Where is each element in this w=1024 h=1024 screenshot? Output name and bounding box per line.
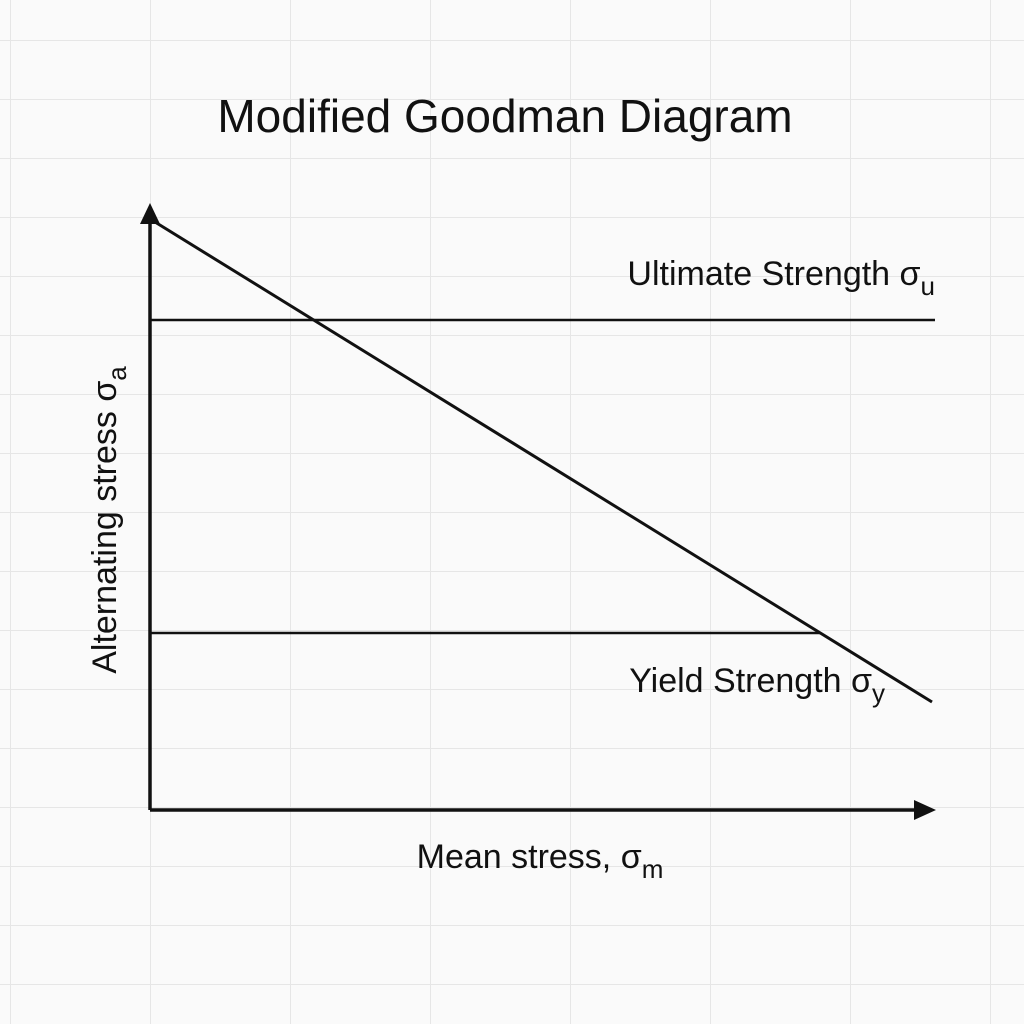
label-subscript: y — [872, 678, 885, 708]
ultimate-strength-label: Ultimate Strength σu — [627, 255, 935, 301]
label-text: Ultimate Strength σ — [627, 255, 920, 293]
yield-strength-label: Yield Strength σy — [629, 662, 885, 708]
label-subscript: m — [642, 854, 664, 884]
title: Modified Goodman Diagram — [217, 90, 792, 142]
label-subscript: u — [921, 271, 935, 301]
label-text: Yield Strength σ — [629, 662, 872, 700]
label-text: Alternating stress σ — [86, 381, 124, 674]
goodman-line — [154, 220, 933, 704]
x-axis-arrow — [914, 800, 936, 820]
y-axis-arrow — [140, 203, 160, 224]
label-subscript: a — [102, 366, 132, 381]
x-axis-label: Mean stress, σm — [417, 838, 664, 884]
label-text: Mean stress, σ — [417, 838, 642, 876]
y-axis-label: Alternating stress σa — [86, 366, 132, 674]
